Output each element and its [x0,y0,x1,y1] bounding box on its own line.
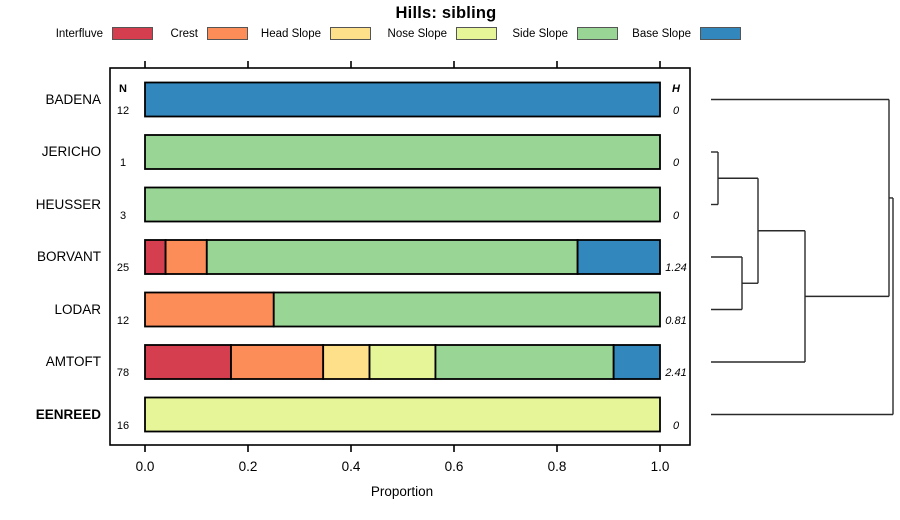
bar-segment-nose-slope [144,396,661,433]
x-tick-label: 0.6 [444,459,464,474]
n-value: 1 [119,157,127,169]
legend-label-head-slope: Head Slope [260,28,321,40]
row-label-jericho: JERICHO [41,144,101,159]
x-tick-label: 0.2 [238,459,258,474]
h-value: 0 [672,104,680,117]
row-label-amtoft: AMTOFT [45,354,101,369]
n-value: 78 [116,367,130,379]
legend-label-interfluve: Interfluve [55,28,103,40]
h-value: 0.81 [665,314,687,327]
row-label-badena: BADENA [45,91,101,107]
legend-label-crest: Crest [170,28,198,40]
n-value: 12 [116,104,130,117]
chart-title: Hills: sibling [395,4,497,22]
bar-segment-interfluve [144,344,232,380]
h-value: 0 [672,209,680,222]
legend-swatch-crest [207,27,248,40]
x-tick-label: 0.8 [547,459,567,474]
row-label-borvant: BORVANT [36,249,101,264]
legend-swatch-side-slope [577,27,618,40]
h-value: 0 [672,157,680,169]
row-label-eenreed: EENREED [35,406,101,422]
bar-segment-base-slope [144,81,661,118]
h-value: 0 [672,419,680,432]
legend-swatch-base-slope [700,27,741,40]
bar-segment-crest [144,291,275,328]
bar-segment-side-slope [272,291,661,328]
bar-segment-nose-slope [368,344,437,380]
x-tick-label: 0.4 [341,459,361,474]
legend-label-side-slope: Side Slope [512,28,568,40]
n-column-header: N [119,83,127,95]
h-value: 2.41 [665,367,687,379]
bar-segment-head-slope [322,344,371,380]
legend-label-nose-slope: Nose Slope [387,28,447,40]
n-value: 25 [116,262,130,274]
x-tick-label: 1.0 [650,459,670,474]
bar-segment-side-slope [144,186,661,223]
bar-segment-side-slope [205,239,579,275]
bar-segment-crest [164,239,208,275]
legend-swatch-nose-slope [456,27,497,40]
row-label-heusser: HEUSSER [35,196,101,212]
bar-segment-base-slope [612,344,661,380]
h-column-header: H [672,83,680,95]
n-value: 3 [119,209,127,222]
x-tick-label: 0.0 [135,459,155,474]
legend-swatch-head-slope [330,27,371,40]
bar-segment-crest [230,344,325,380]
x-axis-title: Proportion [370,484,434,499]
row-label-lodar: LODAR [54,301,101,317]
plot-box [109,67,691,446]
bar-segment-side-slope [434,344,615,380]
bar-segment-base-slope [576,239,661,275]
n-value: 12 [116,314,130,327]
n-value: 16 [116,419,130,432]
legend-swatch-interfluve [112,27,153,40]
legend-label-base-slope: Base Slope [632,28,691,40]
h-value: 1.24 [665,262,687,274]
bar-segment-interfluve [144,239,167,275]
bar-segment-side-slope [144,134,661,170]
